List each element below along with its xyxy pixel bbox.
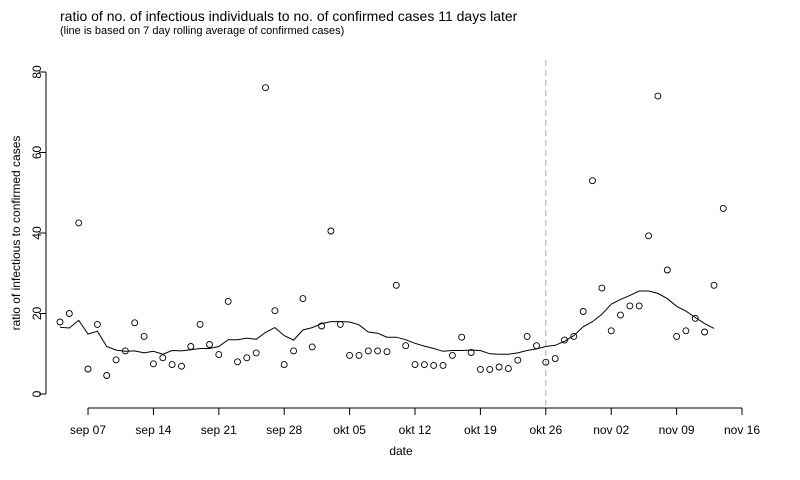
data-point — [551, 355, 559, 363]
data-point — [206, 341, 213, 348]
x-tick-label: okt 12 — [399, 423, 432, 437]
x-tick-label: sep 14 — [135, 423, 171, 437]
data-point — [467, 349, 475, 356]
data-point — [626, 302, 634, 310]
data-point — [561, 336, 568, 344]
data-point — [533, 342, 540, 350]
data-point — [178, 362, 185, 370]
data-point — [56, 318, 64, 326]
x-tick-label: sep 28 — [266, 423, 302, 437]
y-tick-label: 0 — [30, 390, 44, 397]
data-point — [84, 365, 92, 373]
data-point — [93, 320, 101, 328]
data-point — [308, 343, 316, 351]
data-point — [579, 308, 587, 315]
data-point — [504, 365, 512, 373]
x-tick-label: nov 16 — [724, 423, 760, 437]
data-point — [673, 332, 681, 340]
data-point — [542, 358, 550, 366]
data-point — [196, 320, 204, 328]
data-point — [439, 361, 447, 369]
data-point — [234, 358, 241, 366]
data-point — [318, 322, 326, 330]
data-point — [617, 311, 624, 319]
data-point — [589, 177, 596, 185]
data-point — [570, 332, 578, 340]
data-point — [486, 365, 494, 373]
chart-title: ratio of no. of infectious individuals t… — [60, 8, 518, 24]
data-point — [523, 332, 531, 340]
data-point — [420, 361, 428, 369]
data-point — [364, 347, 372, 355]
data-point — [224, 297, 232, 305]
data-point — [448, 351, 456, 359]
data-point — [458, 333, 466, 341]
chart-subtitle: (line is based on 7 day rolling average … — [60, 25, 345, 37]
data-point — [112, 356, 120, 364]
data-point — [402, 342, 410, 350]
data-point — [682, 327, 690, 335]
y-axis-title: ratio of infectious to confirmed cases — [9, 136, 23, 331]
data-point — [140, 332, 148, 340]
data-point — [252, 349, 260, 357]
data-point — [271, 307, 279, 315]
data-point — [149, 360, 157, 368]
data-point — [411, 361, 419, 369]
data-point — [243, 354, 251, 362]
rolling-average-line — [59, 290, 715, 355]
data-point — [159, 354, 167, 362]
data-point — [635, 302, 643, 310]
data-point — [65, 310, 73, 317]
data-point — [215, 351, 223, 359]
data-point — [280, 361, 288, 369]
data-point — [476, 365, 484, 373]
data-point — [701, 328, 709, 336]
data-point — [645, 232, 653, 240]
data-points-group — [56, 84, 727, 379]
y-tick-label: 60 — [30, 146, 44, 160]
data-point — [654, 92, 662, 100]
data-point — [691, 314, 699, 322]
data-point — [355, 351, 363, 359]
data-point — [75, 219, 83, 227]
data-point — [262, 84, 269, 92]
x-tick-label: sep 07 — [70, 423, 106, 437]
x-tick-label: okt 05 — [333, 423, 366, 437]
data-point — [131, 319, 139, 327]
rolling-average-line-group — [59, 290, 715, 355]
data-point — [663, 266, 671, 274]
data-point — [430, 361, 438, 369]
x-tick-label: okt 26 — [529, 423, 562, 437]
data-point — [719, 204, 727, 212]
data-point — [607, 327, 615, 335]
data-point — [187, 343, 195, 350]
x-tick-label: sep 21 — [201, 423, 237, 437]
data-point — [374, 347, 382, 355]
x-tick-label: nov 09 — [659, 423, 695, 437]
data-point — [598, 284, 606, 292]
y-tick-label: 40 — [30, 226, 44, 240]
data-point — [710, 281, 718, 289]
data-point — [290, 347, 298, 355]
data-point — [336, 320, 344, 328]
x-axis-title: date — [389, 444, 413, 458]
y-tick-label: 20 — [30, 307, 44, 321]
x-tick-label: okt 19 — [464, 423, 497, 437]
axes-group: sep 07 sep 14 sep 21 sep 28 okt 05 okt 12 okt … — [30, 65, 760, 437]
data-point — [299, 295, 307, 303]
data-point — [383, 348, 391, 356]
x-tick-label: nov 02 — [593, 423, 629, 437]
data-point — [514, 356, 522, 364]
data-point — [121, 347, 129, 355]
data-point — [103, 372, 111, 379]
data-point — [392, 281, 400, 289]
data-point — [346, 351, 354, 359]
data-point — [495, 363, 503, 371]
data-point — [168, 361, 176, 369]
data-point — [327, 227, 335, 235]
y-tick-label: 80 — [30, 65, 44, 79]
